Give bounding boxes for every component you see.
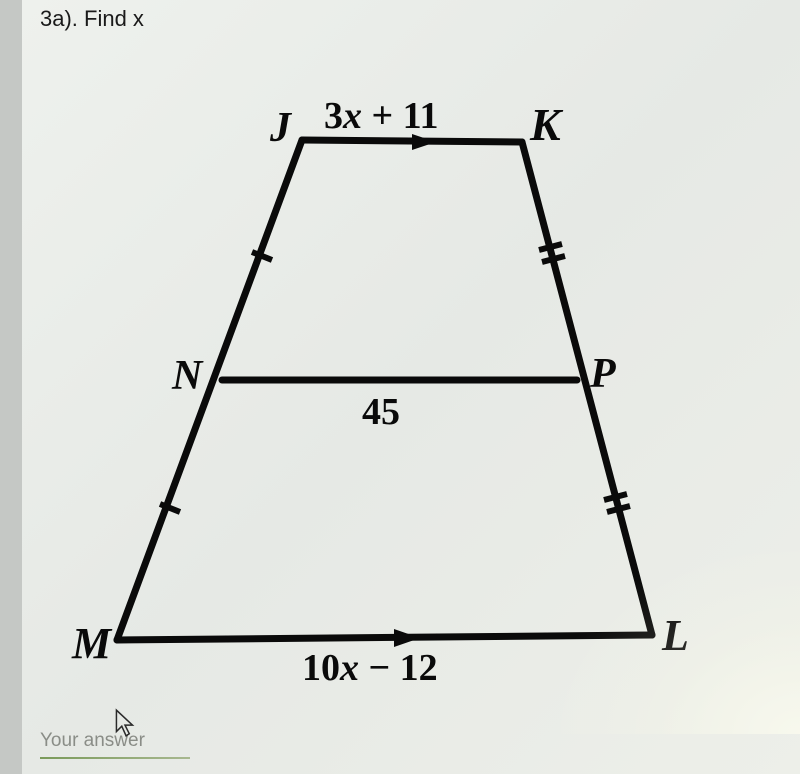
- vertex-M: M: [72, 618, 111, 669]
- expr-top: 3x + 11: [324, 94, 439, 138]
- answer-underline: [40, 757, 190, 759]
- diagram-svg: [72, 100, 712, 660]
- left-margin-strip: [0, 0, 22, 774]
- question-label: 3a). Find x: [40, 6, 144, 32]
- vertex-L: L: [662, 610, 689, 661]
- trapezoid-diagram: J K N P M L 3x + 11 45 10x − 12: [72, 100, 712, 660]
- expr-bottom: 10x − 12: [302, 646, 438, 690]
- side-JM: [117, 140, 302, 640]
- side-ML: [117, 635, 652, 640]
- vertex-N: N: [172, 352, 202, 400]
- cursor-icon: [114, 708, 136, 738]
- vertex-K: K: [530, 98, 561, 151]
- arrow-bottom: [394, 629, 420, 647]
- side-KL: [522, 142, 652, 635]
- vertex-J: J: [270, 104, 291, 152]
- vertex-P: P: [590, 350, 616, 398]
- page-content: 3a). Find x: [22, 0, 800, 774]
- expr-mid: 45: [362, 390, 400, 434]
